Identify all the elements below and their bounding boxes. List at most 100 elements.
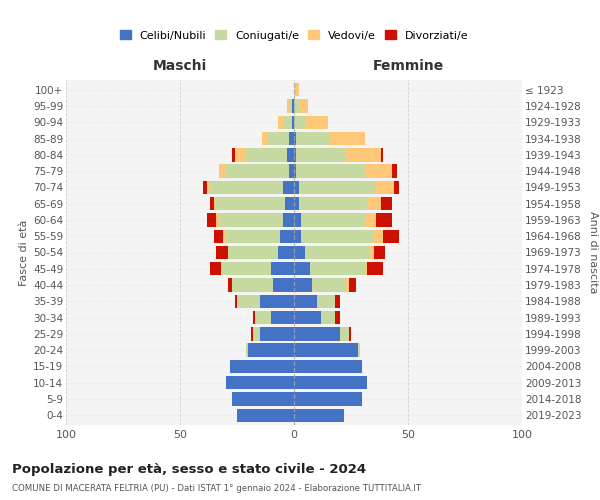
Bar xyxy=(367,262,383,276)
Bar xyxy=(226,164,289,178)
Bar xyxy=(312,278,346,291)
Bar xyxy=(235,294,237,308)
Bar xyxy=(217,197,285,210)
Text: Maschi: Maschi xyxy=(153,59,207,73)
Bar xyxy=(255,311,271,324)
Legend: Celibi/Nubili, Coniugati/e, Vedovi/e, Divorziati/e: Celibi/Nubili, Coniugati/e, Vedovi/e, Di… xyxy=(116,27,472,44)
Bar xyxy=(208,180,209,194)
Bar xyxy=(289,164,294,178)
Bar xyxy=(374,230,383,243)
Bar xyxy=(230,360,294,373)
Bar xyxy=(285,197,294,210)
Bar xyxy=(294,100,299,112)
Bar xyxy=(214,197,217,210)
Bar xyxy=(294,197,299,210)
Y-axis label: Fasce di età: Fasce di età xyxy=(19,220,29,286)
Bar xyxy=(287,100,289,112)
Bar xyxy=(266,132,289,145)
Bar xyxy=(228,278,232,291)
Bar xyxy=(294,278,312,291)
Bar xyxy=(287,148,294,162)
Bar xyxy=(294,83,296,96)
Bar xyxy=(349,278,356,291)
Bar xyxy=(260,294,294,308)
Bar xyxy=(294,360,362,373)
Bar xyxy=(294,327,340,340)
Bar xyxy=(219,214,283,226)
Bar xyxy=(305,116,328,129)
Bar xyxy=(260,327,294,340)
Bar xyxy=(246,344,248,357)
Bar xyxy=(237,294,260,308)
Bar xyxy=(292,116,294,129)
Bar xyxy=(251,327,253,340)
Bar xyxy=(217,246,228,259)
Bar xyxy=(253,311,255,324)
Bar xyxy=(301,230,374,243)
Bar xyxy=(294,311,322,324)
Bar xyxy=(294,246,305,259)
Bar xyxy=(278,116,283,129)
Bar xyxy=(274,278,294,291)
Bar xyxy=(226,376,294,390)
Bar xyxy=(289,132,294,145)
Bar xyxy=(296,164,365,178)
Text: Popolazione per età, sesso e stato civile - 2024: Popolazione per età, sesso e stato civil… xyxy=(12,462,366,475)
Bar xyxy=(232,148,235,162)
Bar xyxy=(335,311,340,324)
Bar xyxy=(294,262,310,276)
Bar xyxy=(369,246,374,259)
Bar xyxy=(376,180,394,194)
Bar xyxy=(335,294,340,308)
Bar xyxy=(367,197,380,210)
Bar xyxy=(209,262,221,276)
Bar xyxy=(365,164,392,178)
Bar xyxy=(221,262,271,276)
Bar xyxy=(380,148,383,162)
Bar xyxy=(294,294,317,308)
Bar xyxy=(235,148,246,162)
Bar xyxy=(380,197,392,210)
Bar xyxy=(292,100,294,112)
Bar xyxy=(346,278,349,291)
Bar xyxy=(294,180,299,194)
Bar xyxy=(228,246,278,259)
Bar xyxy=(209,180,283,194)
Bar xyxy=(262,132,266,145)
Bar xyxy=(383,230,399,243)
Bar xyxy=(296,148,346,162)
Bar xyxy=(209,197,214,210)
Bar xyxy=(358,344,360,357)
Bar xyxy=(253,327,260,340)
Bar xyxy=(301,214,365,226)
Bar xyxy=(278,246,294,259)
Bar xyxy=(219,164,226,178)
Bar xyxy=(394,180,399,194)
Bar xyxy=(248,344,294,357)
Bar xyxy=(271,311,294,324)
Bar xyxy=(289,100,292,112)
Bar xyxy=(296,83,299,96)
Bar xyxy=(294,214,301,226)
Bar xyxy=(305,246,369,259)
Bar xyxy=(208,214,217,226)
Bar xyxy=(294,408,344,422)
Bar xyxy=(283,116,292,129)
Bar xyxy=(232,392,294,406)
Bar xyxy=(294,164,296,178)
Bar xyxy=(223,230,226,243)
Text: COMUNE DI MACERATA FELTRIA (PU) - Dati ISTAT 1° gennaio 2024 - Elaborazione TUTT: COMUNE DI MACERATA FELTRIA (PU) - Dati I… xyxy=(12,484,421,493)
Bar xyxy=(299,197,367,210)
Bar xyxy=(349,327,351,340)
Bar xyxy=(299,100,308,112)
Bar xyxy=(294,344,358,357)
Bar xyxy=(346,148,380,162)
Bar xyxy=(232,278,274,291)
Bar xyxy=(376,214,392,226)
Bar xyxy=(310,262,365,276)
Bar xyxy=(294,148,296,162)
Bar xyxy=(331,132,365,145)
Bar xyxy=(317,294,335,308)
Bar xyxy=(294,376,367,390)
Bar xyxy=(340,327,349,340)
